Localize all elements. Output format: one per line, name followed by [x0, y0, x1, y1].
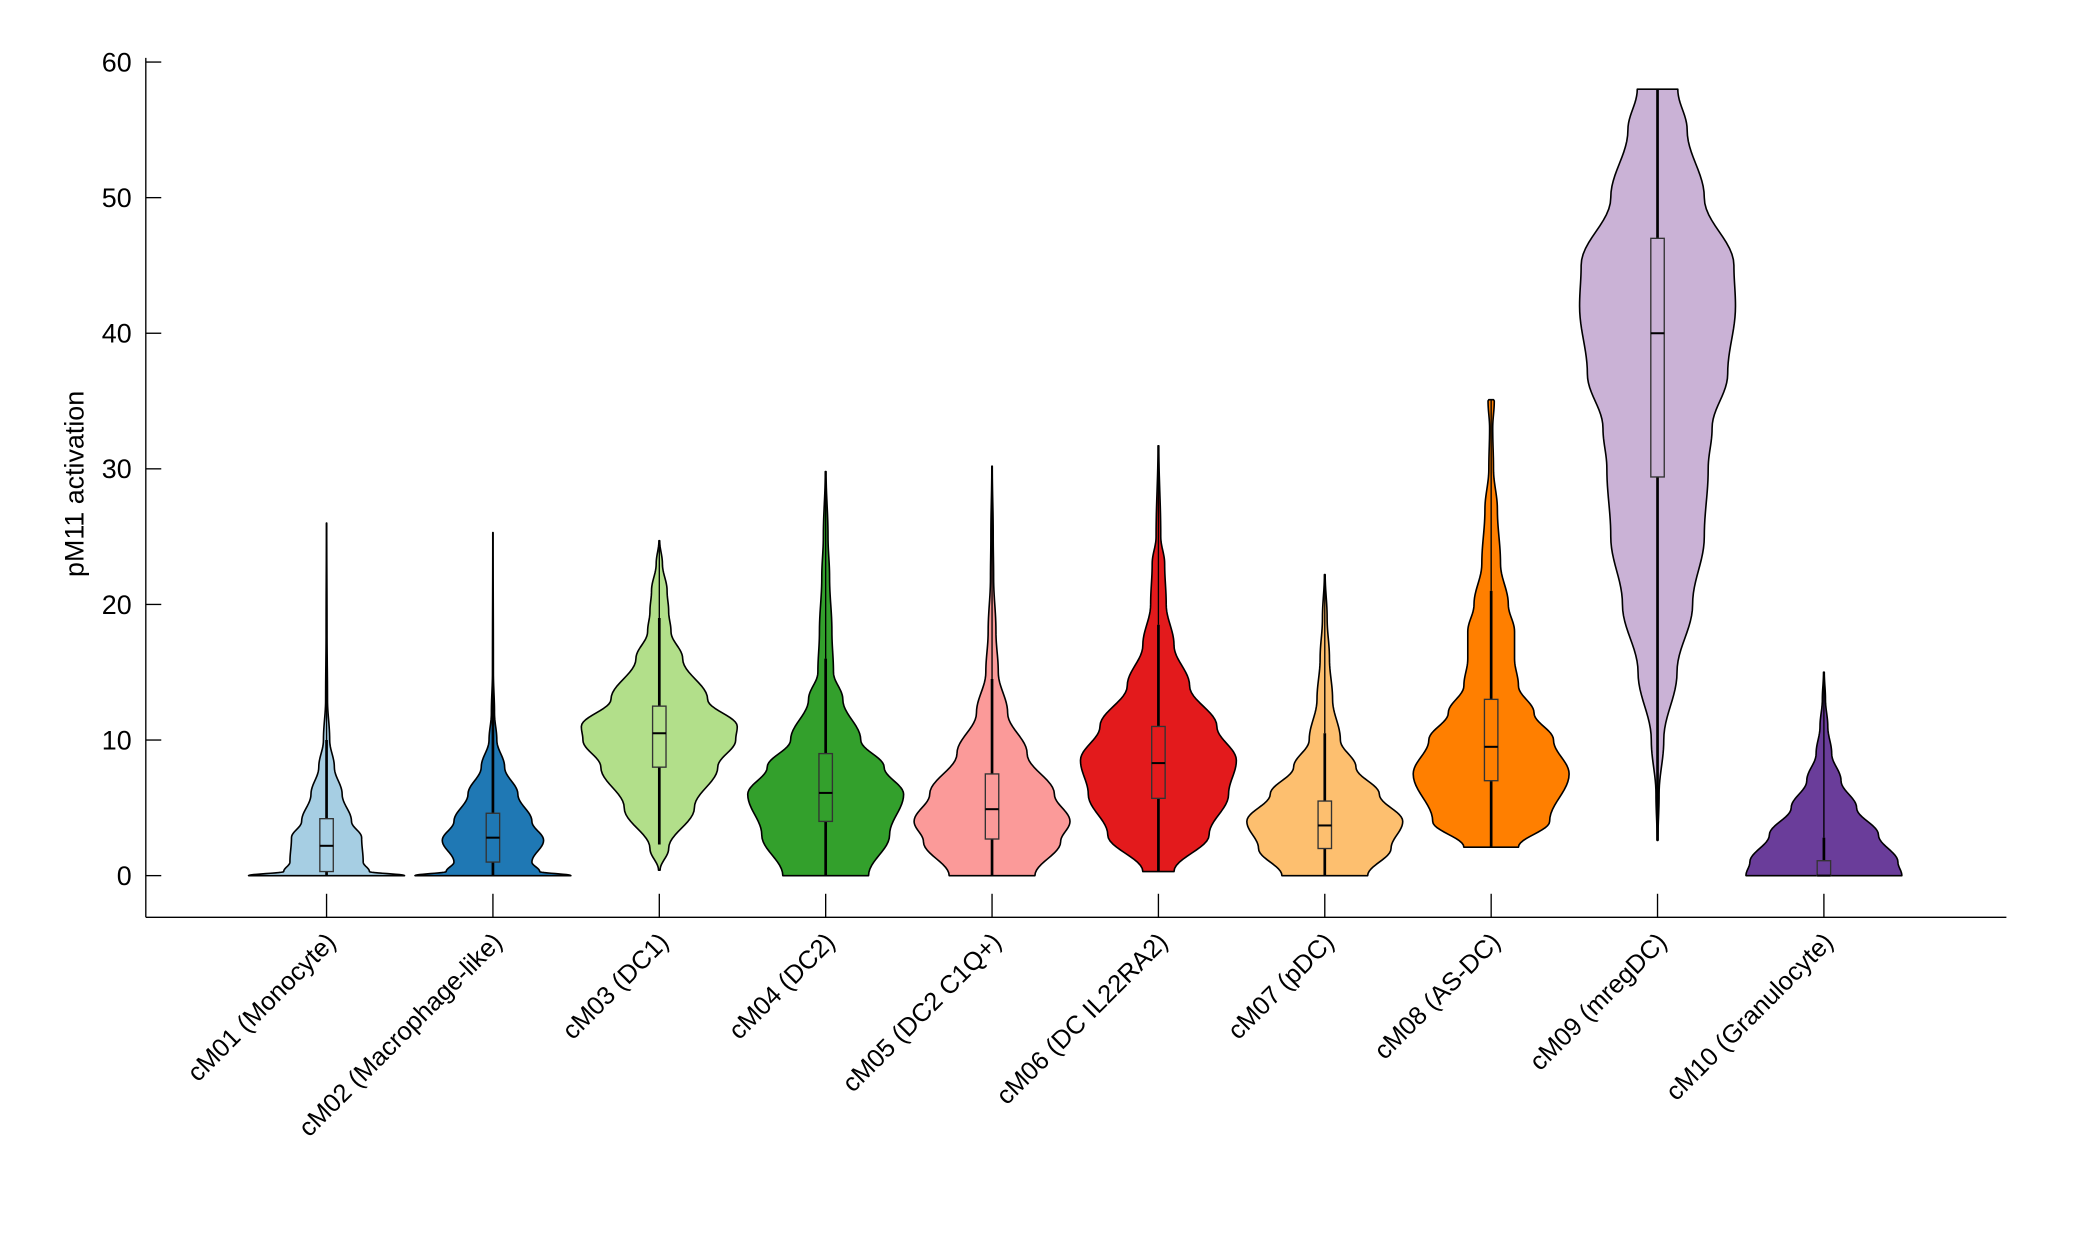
- violin-2: [414, 531, 572, 877]
- violin-4: [746, 470, 905, 877]
- y-tick-label: 30: [102, 454, 132, 484]
- x-tick-label: cM03 (DC1): [557, 928, 674, 1045]
- y-tick-label: 20: [102, 590, 132, 620]
- violins: [247, 88, 1903, 877]
- x-tick-label: cM08 (AS-DC): [1369, 928, 1506, 1065]
- x-tick-label: cM10 (Granulocyte): [1661, 928, 1839, 1106]
- axes: [145, 57, 2007, 918]
- y-tick-label: 40: [102, 319, 132, 349]
- y-tick-label: 50: [102, 183, 132, 213]
- violin-3: [580, 539, 739, 872]
- x-tick-label: cM01 (Monocyte): [182, 928, 341, 1087]
- violin-6: [1079, 444, 1238, 873]
- y-ticks: 0 10 20 30 40 50 60: [102, 47, 162, 891]
- y-tick-label: 60: [102, 47, 132, 77]
- y-axis-label: pM11 activation: [59, 391, 89, 577]
- x-tick-label: cM09 (mregDC): [1524, 928, 1672, 1076]
- iqr-box: [984, 773, 1000, 840]
- violin-5: [913, 465, 1071, 877]
- iqr-box: [1483, 698, 1499, 782]
- y-tick-label: 10: [102, 725, 132, 755]
- violin-1: [247, 522, 406, 877]
- x-tick-label: cM06 (DC IL22RA2): [991, 928, 1173, 1110]
- y-tick-label: 0: [117, 861, 132, 891]
- iqr-box: [1650, 237, 1665, 478]
- iqr-box: [1816, 860, 1832, 877]
- iqr-box: [818, 752, 834, 823]
- x-tick-label: cM07 (pDC): [1223, 928, 1340, 1045]
- violin-9: [1578, 88, 1737, 842]
- x-ticks: cM01 (Monocyte)cM02 (Macrophage-like) cM0…: [182, 893, 1839, 1142]
- violin-8: [1412, 398, 1570, 848]
- iqr-box: [651, 705, 667, 768]
- x-tick-label: cM04 (DC2): [724, 928, 841, 1045]
- x-tick-label: cM05 (DC2 C1Q+): [837, 928, 1007, 1098]
- violin-10: [1745, 671, 1903, 877]
- violin-7: [1246, 573, 1404, 877]
